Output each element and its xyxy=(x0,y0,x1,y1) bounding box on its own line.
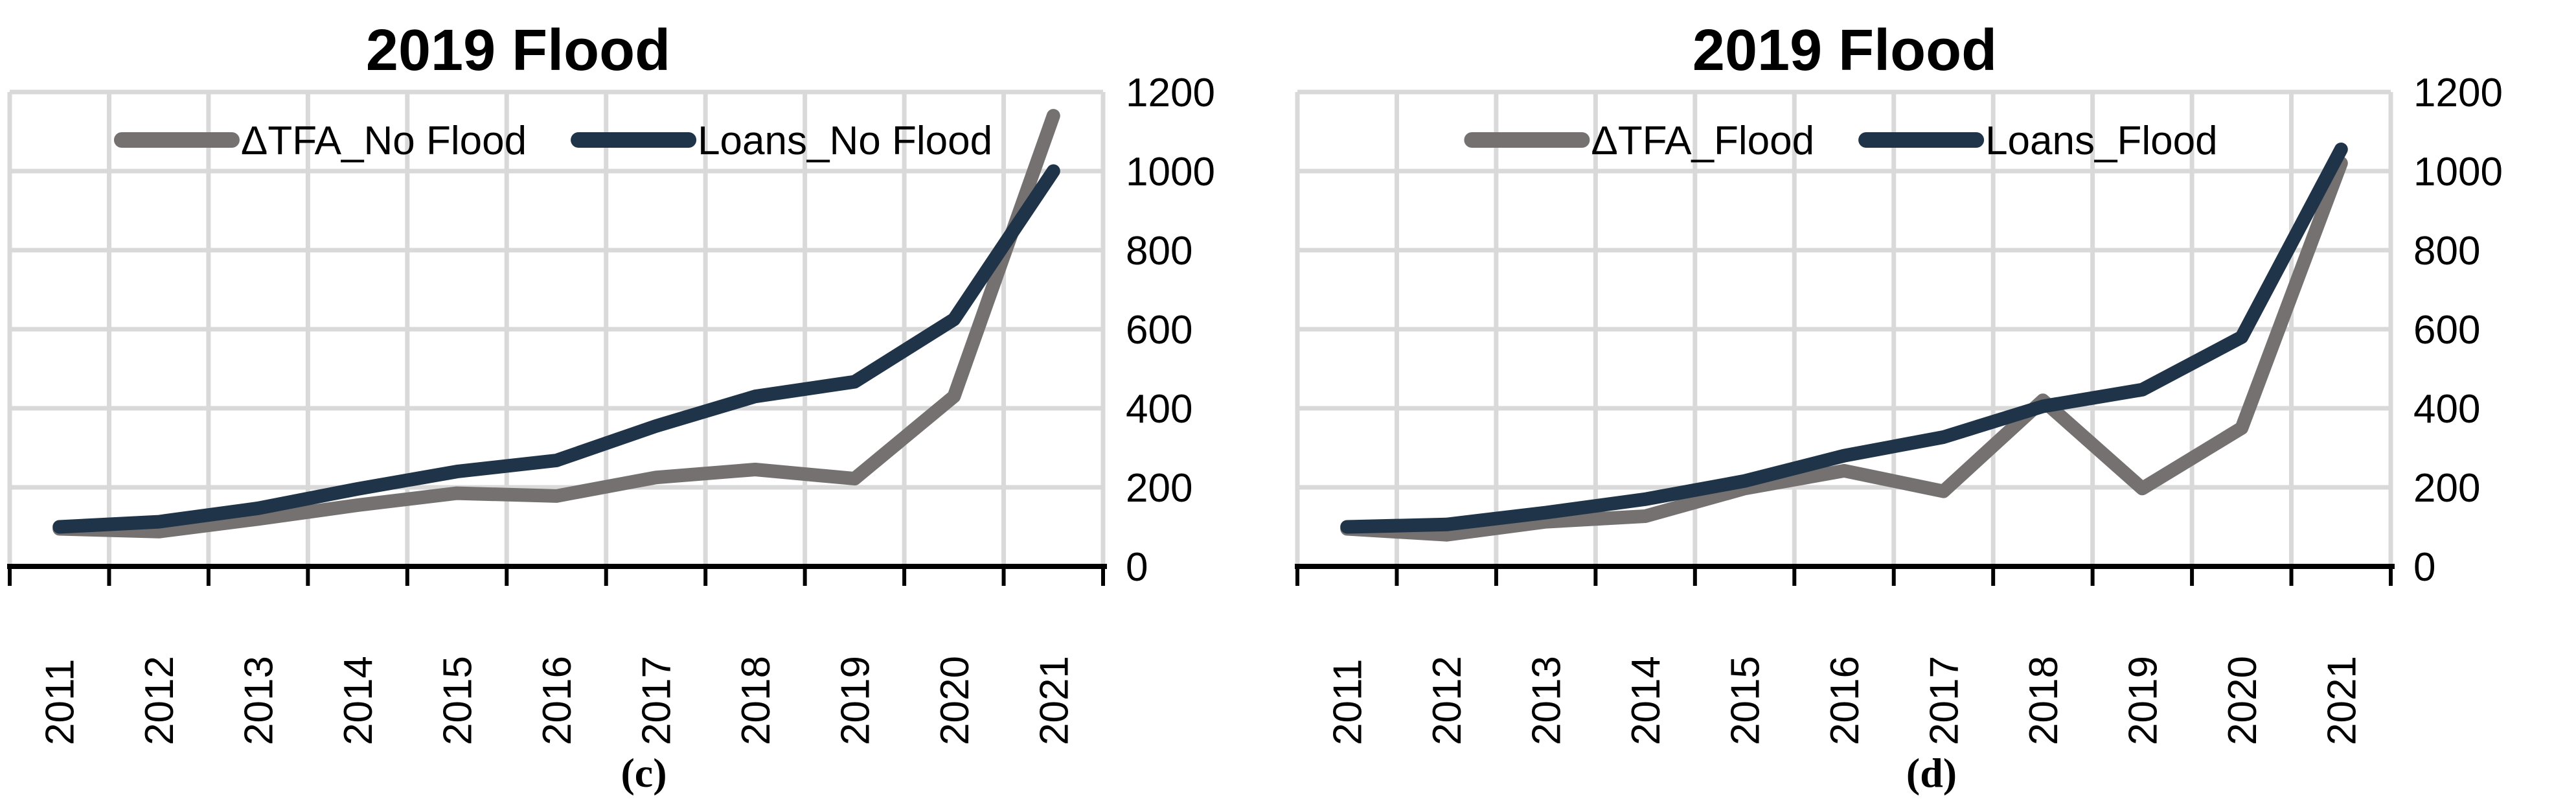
x-axis-label: 2013 xyxy=(237,656,282,745)
x-axis-label: 2019 xyxy=(833,656,878,745)
line-chart-d: 0 200 400 600 800 1000 1200 2011 2012 2013 2014 201… xyxy=(1295,18,2503,796)
legend-label: ΔTFA_No Flood xyxy=(241,119,527,163)
y-axis-label: 0 xyxy=(1126,545,1148,590)
y-axis-label: 1000 xyxy=(1126,150,1215,194)
x-axis-label: 2020 xyxy=(933,656,977,745)
y-axis-label: 1200 xyxy=(2413,71,2503,115)
x-axis-label: 2015 xyxy=(436,656,481,745)
series-line xyxy=(1340,156,2348,542)
legend: ΔTFA_Flood Loans_Flood xyxy=(1464,119,2218,163)
x-axis-label: 2017 xyxy=(1922,656,1966,745)
x-axis-label: 2016 xyxy=(1823,656,1867,745)
legend: ΔTFA_No Flood Loans_No Flood xyxy=(113,119,992,163)
y-axis-label: 800 xyxy=(2413,229,2480,273)
chart-caption-d: (d) xyxy=(1906,750,1957,796)
x-axis-label: 2014 xyxy=(1624,656,1669,745)
y-axis-label: 1200 xyxy=(1126,71,1215,115)
x-axis-label: 2012 xyxy=(1425,656,1470,745)
x-axis-label: 2021 xyxy=(1032,656,1077,745)
y-axis-label: 0 xyxy=(2413,545,2435,590)
y-axis-label: 400 xyxy=(1126,387,1192,432)
x-axis-label: 2013 xyxy=(1525,656,1569,745)
x-axis-label: 2017 xyxy=(634,656,679,745)
y-axis-label: 1000 xyxy=(2413,150,2503,194)
y-axis-label: 200 xyxy=(2413,466,2480,511)
x-axis-label: 2015 xyxy=(1724,656,1768,745)
y-axis-label: 600 xyxy=(1126,308,1192,353)
x-axis-label: 2018 xyxy=(2022,656,2066,745)
x-axis-label: 2019 xyxy=(2121,656,2165,745)
y-axis-label: 400 xyxy=(2413,387,2480,432)
y-axis-label: 600 xyxy=(2413,308,2480,353)
y-axis-label: 800 xyxy=(1126,229,1192,273)
x-axis-label: 2016 xyxy=(535,656,580,745)
line-chart-c: 0 200 400 600 800 1000 1200 2011 2012 2013 2014 201… xyxy=(7,18,1215,796)
series-line xyxy=(1340,143,2348,534)
series-line xyxy=(52,109,1060,539)
chart-title-d: 2019 Flood xyxy=(1693,18,1997,83)
x-axis-label: 2011 xyxy=(1326,659,1371,745)
legend-label: Loans_No Flood xyxy=(698,119,992,163)
legend-label: ΔTFA_Flood xyxy=(1591,119,1814,163)
chart-plot-c: 0 200 400 600 800 1000 1200 2011 2012 2013 2014 201… xyxy=(7,71,1215,745)
x-axis-label: 2011 xyxy=(38,659,83,745)
legend-label: Loans_Flood xyxy=(1985,119,2218,163)
x-axis-label: 2021 xyxy=(2320,656,2364,745)
x-axis-label: 2014 xyxy=(336,656,381,745)
y-axis-label: 200 xyxy=(1126,466,1192,511)
series-line xyxy=(52,164,1060,534)
x-axis-label: 2012 xyxy=(137,656,182,745)
chart-title-c: 2019 Flood xyxy=(366,18,670,83)
x-axis-label: 2020 xyxy=(2220,656,2265,745)
chart-plot-d: 0 200 400 600 800 1000 1200 2011 2012 2013 2014 201… xyxy=(1295,71,2503,745)
x-axis-label: 2018 xyxy=(734,656,779,745)
chart-caption-c: (c) xyxy=(621,750,667,796)
